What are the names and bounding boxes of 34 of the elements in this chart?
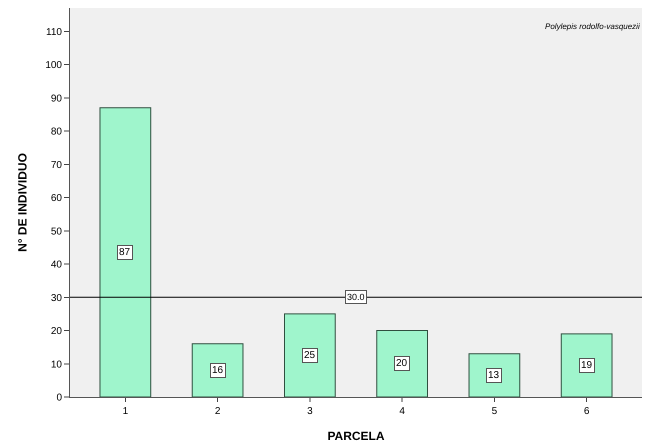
- y-axis-title: N° DE INDIVIDUO: [16, 153, 30, 252]
- x-tick-label: 6: [584, 406, 590, 417]
- x-tick-label: 3: [307, 406, 314, 417]
- y-tick-label: 90: [50, 93, 62, 104]
- ref-line-label: 30.0: [347, 292, 365, 302]
- annotation: Polylepis rodolfo-vasquezii: [545, 22, 640, 31]
- bar: [560, 333, 613, 397]
- x-axis-title: PARCELA: [327, 428, 385, 443]
- data-label: 19: [581, 360, 593, 371]
- data-label: 13: [488, 370, 500, 381]
- data-label: 20: [396, 358, 408, 369]
- y-tick-label: 50: [50, 226, 62, 238]
- y-tick-label: 40: [50, 260, 62, 271]
- data-label: 25: [304, 350, 316, 361]
- y-tick-label: 30: [50, 292, 62, 304]
- y-tick-label: 80: [50, 126, 62, 138]
- data-label: 16: [212, 365, 224, 376]
- x-tick-label: 2: [214, 406, 221, 417]
- y-tick-label: 0: [56, 392, 62, 404]
- y-tick-label: 20: [50, 326, 62, 337]
- x-tick-label: 5: [492, 406, 498, 417]
- bar: [99, 107, 152, 397]
- bar: [284, 313, 336, 397]
- y-tick-label: 100: [45, 60, 62, 72]
- y-tick-label: 10: [50, 359, 62, 370]
- bar: [376, 330, 428, 397]
- x-tick-label: 1: [122, 406, 129, 417]
- y-tick-label: 110: [46, 26, 62, 38]
- bar: [192, 343, 244, 397]
- y-tick-label: 70: [50, 160, 62, 171]
- data-label: 87: [119, 247, 131, 258]
- x-tick-label: 4: [399, 406, 406, 417]
- bar: [468, 353, 520, 397]
- y-tick-label: 60: [50, 193, 62, 204]
